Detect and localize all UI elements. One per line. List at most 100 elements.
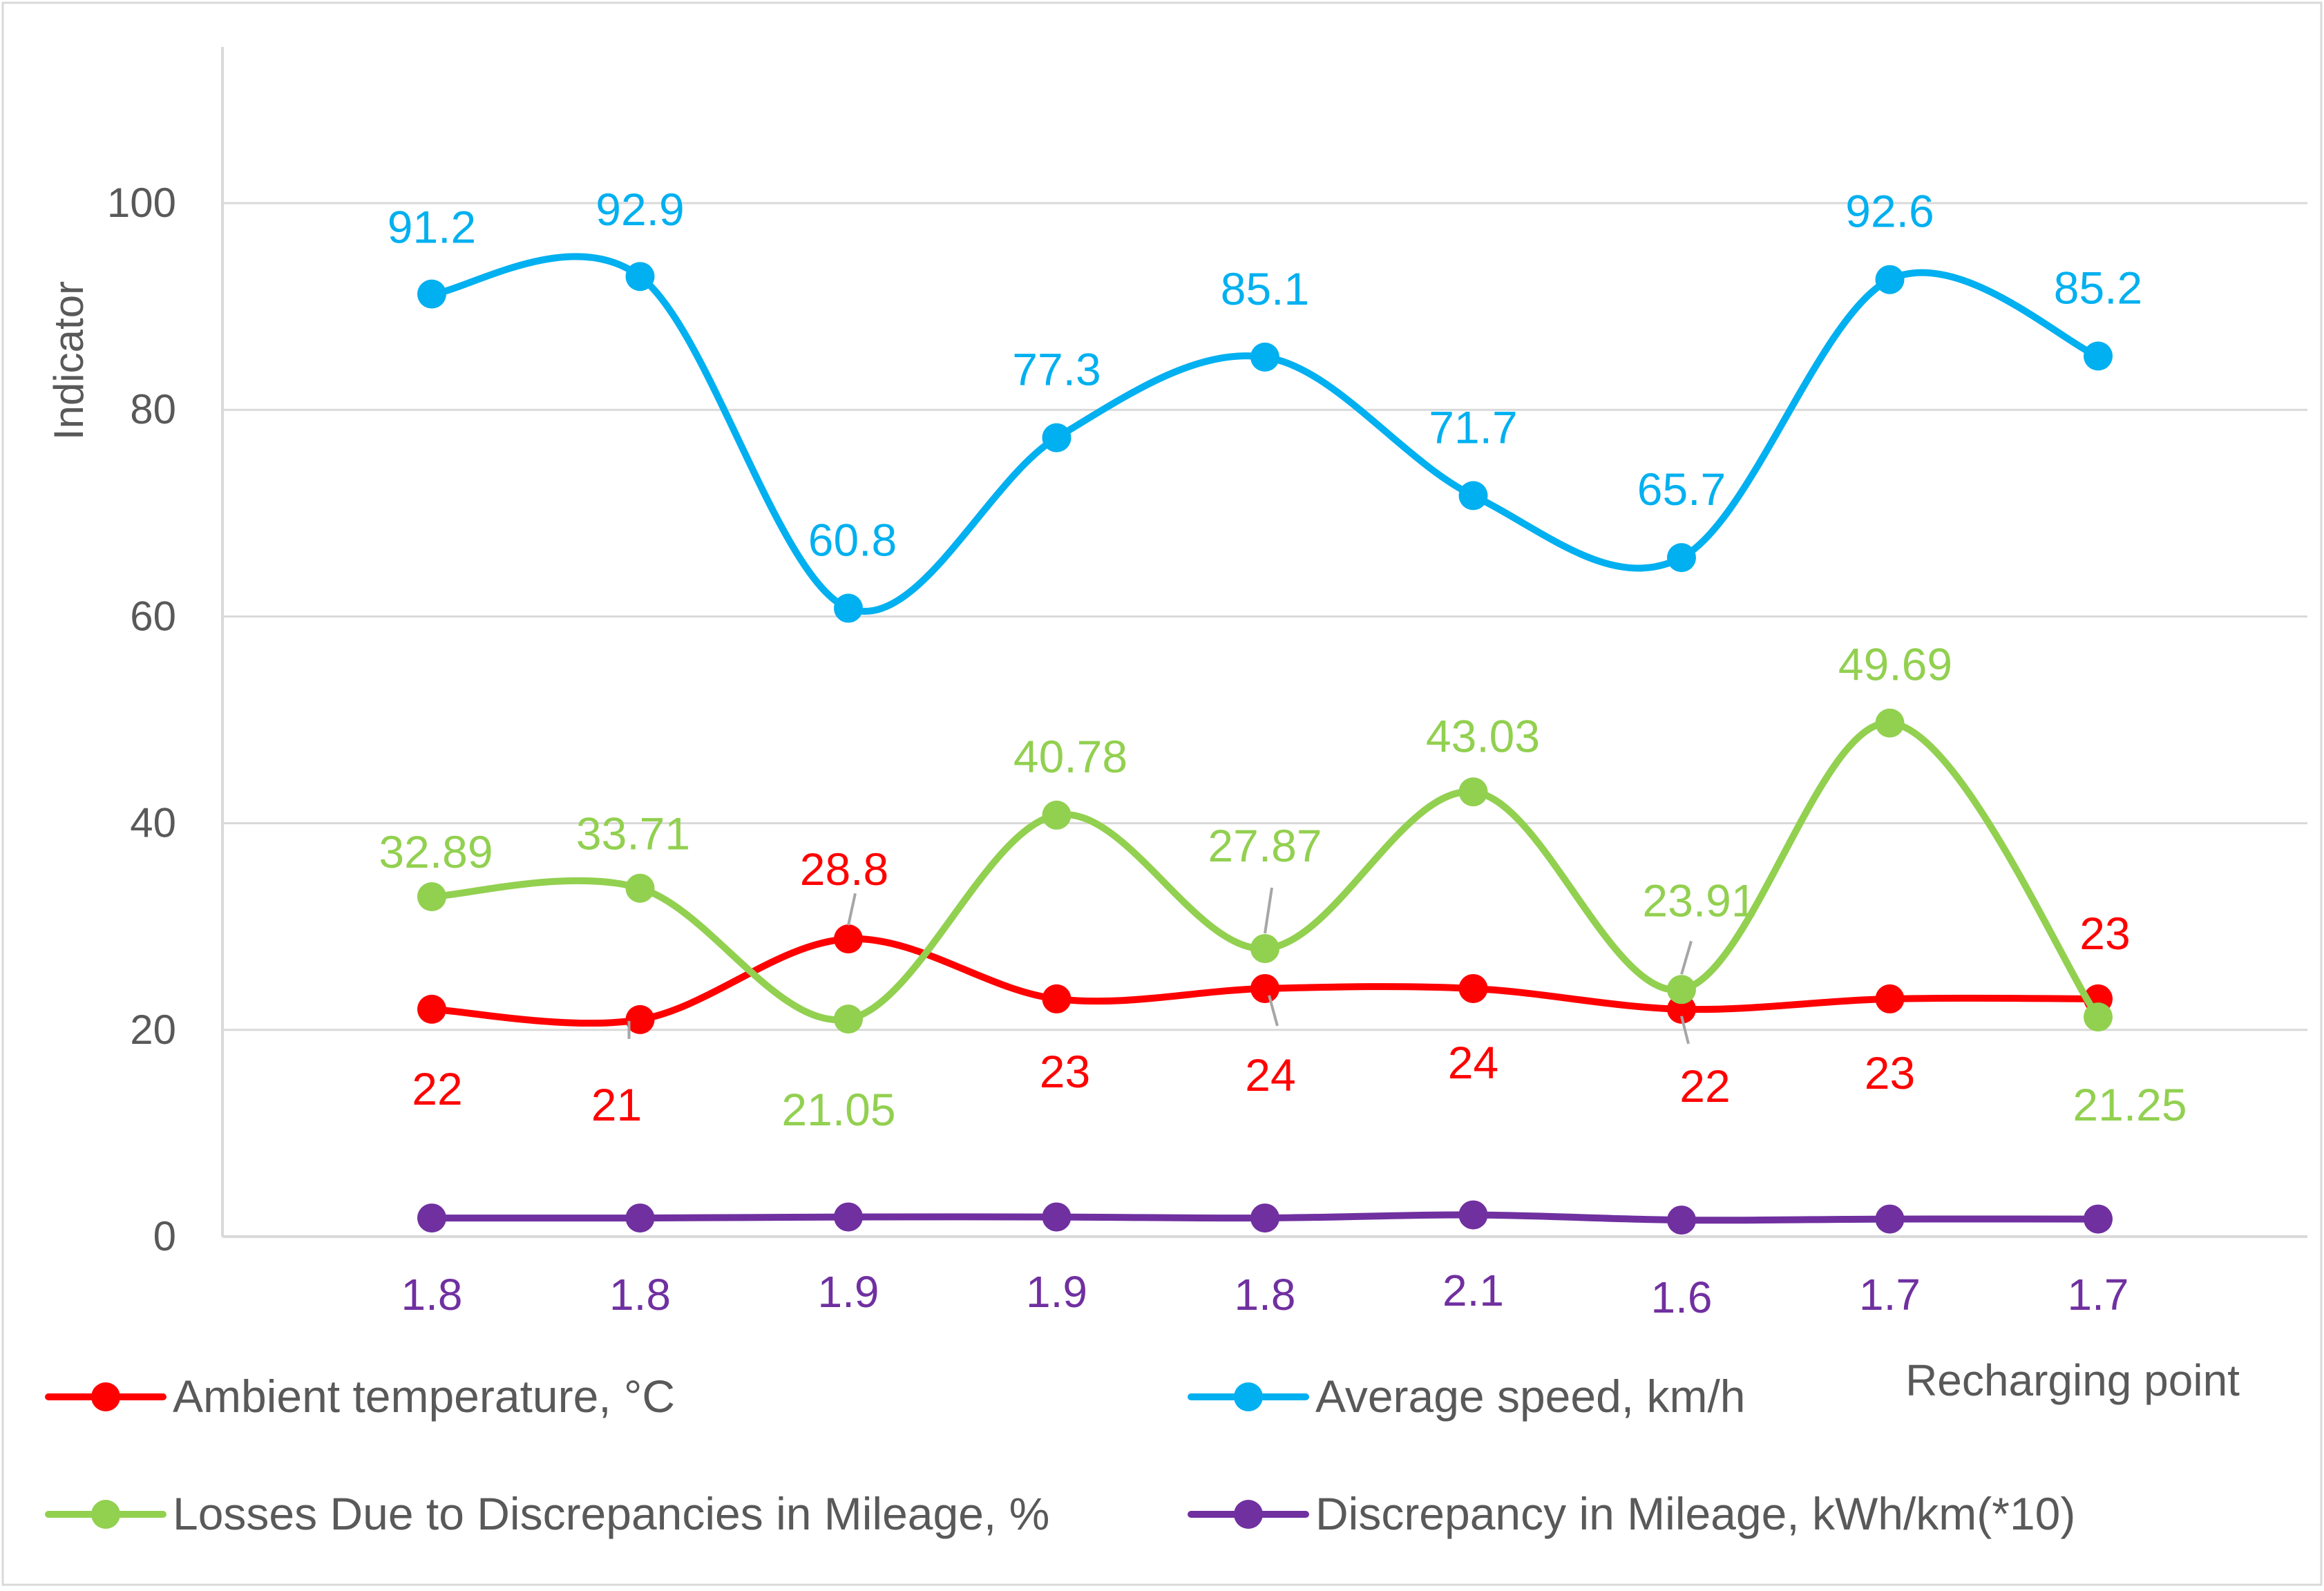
- data-point: [1875, 265, 1905, 294]
- x-tick-label: 1.9: [1026, 1267, 1087, 1317]
- legend-item: Average speed, km/h: [1188, 1371, 1746, 1422]
- leader-line: [1268, 995, 1279, 1027]
- data-point: [1667, 543, 1696, 573]
- data-label: 23: [1865, 1047, 1915, 1098]
- data-point: [1042, 800, 1071, 830]
- legend-label: Discrepancy in Mileage, kWh/km(*10): [1315, 1488, 2075, 1539]
- data-point: [1042, 423, 1071, 452]
- data-label: 23.91: [1642, 875, 1756, 926]
- x-tick-label: 1.9: [818, 1267, 879, 1317]
- data-point: [625, 1004, 655, 1034]
- data-point: [1458, 481, 1488, 511]
- data-label: 28.8: [800, 844, 888, 895]
- data-point: [1458, 777, 1488, 807]
- data-label: 23: [2079, 908, 2130, 959]
- data-point: [1250, 934, 1279, 964]
- data-label: 92.6: [1845, 186, 1934, 237]
- data-point: [417, 279, 446, 309]
- y-tick-label: 40: [130, 800, 176, 846]
- axes: Indicator Recharging point 1.8 1.8 1.9 1.9 1…: [46, 47, 2240, 1405]
- data-label: 60.8: [808, 514, 897, 565]
- data-point: [2084, 341, 2113, 371]
- data-point: [417, 1203, 446, 1233]
- data-point: [834, 1202, 863, 1232]
- data-point: [1458, 973, 1488, 1003]
- data-point: [625, 873, 655, 903]
- leader-line: [1680, 940, 1693, 975]
- data-point: [1042, 1202, 1071, 1232]
- data-label: 32.89: [379, 826, 493, 877]
- series-1: [417, 253, 2113, 623]
- legend-label: Ambient temperature, °C: [173, 1371, 675, 1422]
- gridlines: 0 20 40 60 80 100: [107, 180, 2307, 1259]
- data-point: [625, 1203, 655, 1233]
- data-label: 24: [1448, 1037, 1498, 1088]
- data-label: 77.3: [1012, 344, 1101, 395]
- data-point: [1042, 984, 1071, 1013]
- data-label: 27.87: [1208, 820, 1322, 871]
- data-label: 43.03: [1426, 710, 1540, 761]
- legend-item: Losses Due to Discrepancies in Mileage, …: [45, 1488, 1049, 1539]
- data-label: 22: [1679, 1060, 1730, 1112]
- data-point: [2084, 1002, 2113, 1032]
- x-axis-title: Recharging point: [1905, 1355, 2240, 1405]
- data-point: [1667, 1206, 1696, 1235]
- x-tick-label: 1.7: [2068, 1270, 2129, 1320]
- leader-line: [1680, 1016, 1690, 1045]
- leader-line: [1264, 887, 1273, 934]
- y-tick-label: 20: [130, 1007, 176, 1053]
- series-line: [428, 719, 2102, 1024]
- data-point: [1250, 342, 1279, 372]
- data-point: [1875, 1204, 1905, 1234]
- y-tick-label: 60: [130, 593, 176, 639]
- data-labels: 91.2 92.9 60.8 77.3 85.1 71.7 65.7 92.6 85.2 22 21…: [379, 184, 2187, 1135]
- y-tick-label: 100: [107, 180, 176, 226]
- y-tick-label: 0: [153, 1213, 176, 1259]
- data-label: 21.05: [781, 1084, 895, 1135]
- legend-item: Discrepancy in Mileage, kWh/km(*10): [1188, 1488, 2075, 1539]
- x-tick-label: 1.7: [1859, 1270, 1921, 1320]
- data-point: [625, 262, 655, 292]
- data-label: 92.9: [596, 184, 684, 235]
- legend-marker: [91, 1500, 120, 1529]
- data-label: 49.69: [1838, 639, 1952, 690]
- y-tick-label: 80: [130, 386, 176, 432]
- x-tick-label: 1.6: [1651, 1273, 1713, 1322]
- series-2: [417, 708, 2113, 1034]
- data-label: 85.2: [2054, 262, 2142, 313]
- series-3: [417, 1200, 2113, 1235]
- data-point: [1250, 1203, 1279, 1233]
- data-point: [1875, 708, 1905, 738]
- data-point: [1250, 973, 1279, 1003]
- data-point: [417, 882, 446, 911]
- data-label: 65.7: [1637, 464, 1726, 515]
- legend-marker: [91, 1382, 120, 1411]
- legend-label: Average speed, km/h: [1315, 1371, 1746, 1422]
- x-tick-label: 2.1: [1442, 1266, 1504, 1315]
- data-point: [2084, 1204, 2113, 1234]
- data-point: [1458, 1200, 1488, 1230]
- legend-label: Losses Due to Discrepancies in Mileage, …: [173, 1488, 1049, 1539]
- data-label: 24: [1245, 1049, 1295, 1101]
- x-tick-label: 1.8: [609, 1270, 671, 1320]
- legend-item: Ambient temperature, °C: [45, 1371, 675, 1422]
- data-label: 71.7: [1429, 401, 1517, 452]
- data-label: 91.2: [388, 202, 476, 253]
- x-tick-label: 1.8: [401, 1270, 463, 1320]
- data-label: 40.78: [1013, 731, 1127, 782]
- legend: Ambient temperature, °C Average speed, km…: [45, 1371, 2075, 1539]
- legend-marker: [1234, 1382, 1263, 1411]
- data-point: [834, 1004, 863, 1034]
- series-0: [417, 924, 2113, 1034]
- data-label: 21: [591, 1079, 642, 1130]
- data-label: 23: [1040, 1046, 1090, 1097]
- data-label: 85.1: [1221, 263, 1309, 314]
- series: [417, 253, 2113, 1235]
- leader-line: [847, 893, 857, 926]
- data-point: [417, 994, 446, 1024]
- data-point: [1667, 975, 1696, 1004]
- data-point: [1875, 984, 1905, 1013]
